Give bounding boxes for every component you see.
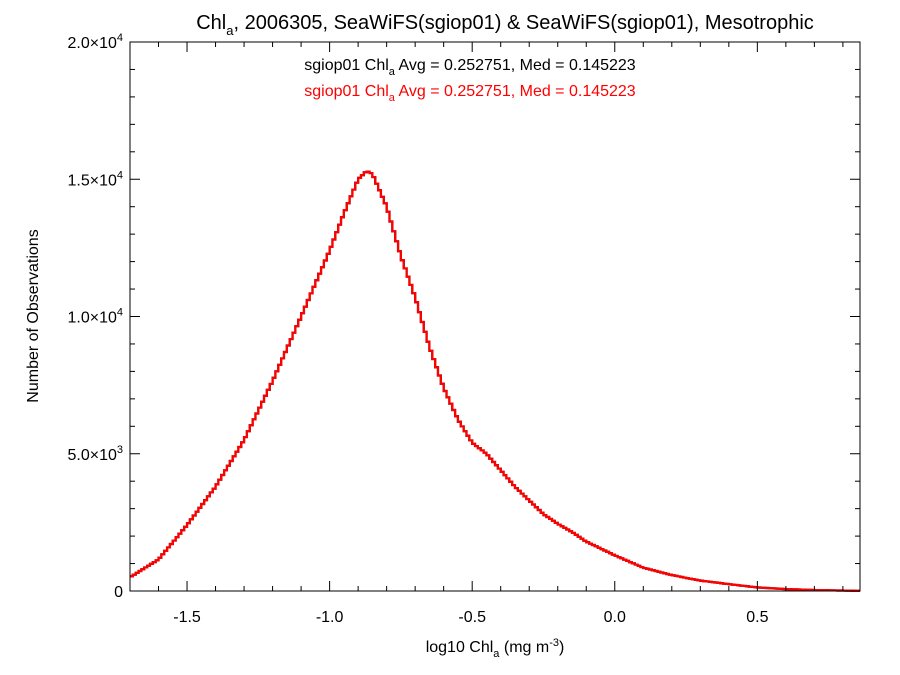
x-tick-labels: -1.5 -1.0 -0.5 0.0 0.5: [173, 609, 768, 626]
y-tick-label: 5.0×103: [67, 444, 123, 464]
x-tick-label: -0.5: [458, 609, 486, 626]
series-line-black: [130, 170, 860, 592]
series-line-red: [130, 170, 860, 592]
y-tick-label: 1.0×104: [67, 307, 123, 327]
series-group: [130, 170, 860, 592]
y-axis-label: Number of Observations: [25, 229, 42, 402]
chart-title: Chla, 2006305, SeaWiFS(sgiop01) & SeaWiF…: [196, 12, 814, 38]
y-tick-label: 0: [114, 584, 123, 601]
x-tick-label: 0.0: [604, 609, 626, 626]
stats-annotation-black: sgiop01 Chla Avg = 0.252751, Med = 0.145…: [304, 57, 636, 78]
x-tick-label: 0.5: [746, 609, 768, 626]
y-tick-label: 1.5×104: [67, 169, 123, 189]
x-tick-label: -1.5: [173, 609, 201, 626]
x-axis-label: log10 Chla (mg m-3): [426, 637, 565, 660]
y-tick-label: 2.0×104: [67, 32, 123, 52]
axis-ticks: [129, 41, 860, 592]
plot-frame: [129, 41, 861, 592]
x-tick-label: -1.0: [316, 609, 344, 626]
y-tick-labels: 0 5.0×103 1.0×104 1.5×104 2.0×104: [67, 32, 123, 601]
stats-annotation-red: sgiop01 Chla Avg = 0.252751, Med = 0.145…: [304, 83, 636, 104]
